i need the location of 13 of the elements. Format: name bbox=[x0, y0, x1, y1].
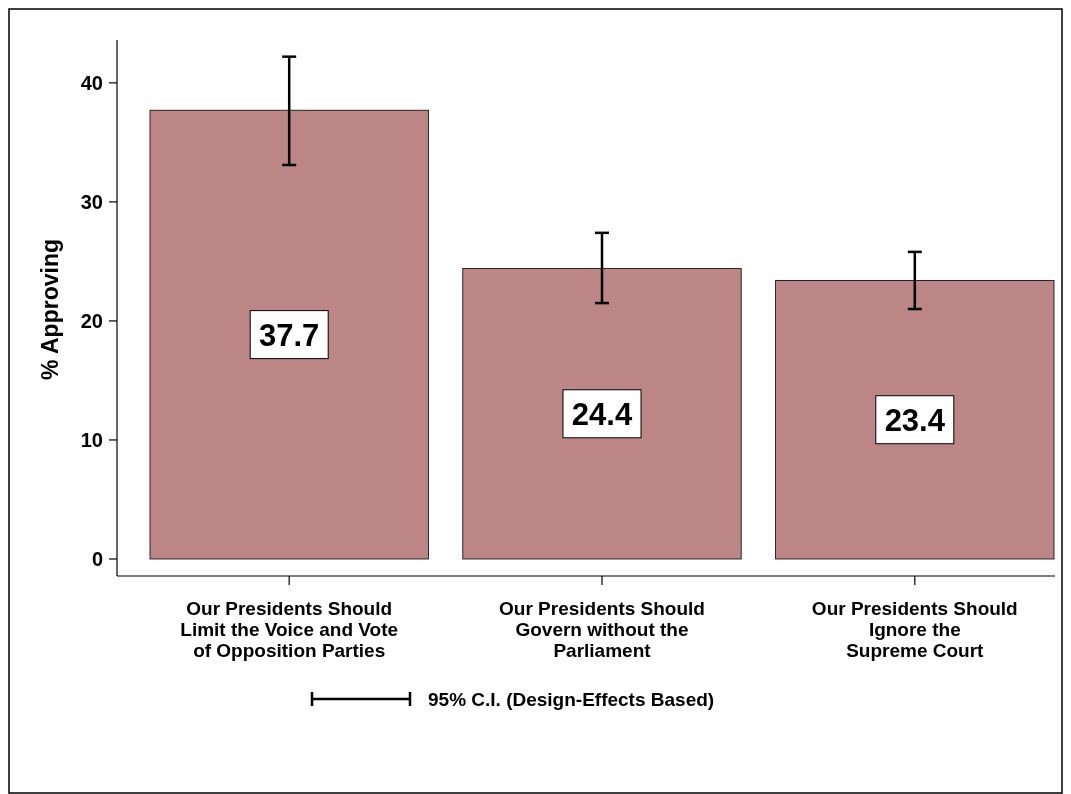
y-tick-label: 20 bbox=[80, 309, 103, 332]
text: 95% C.I. (Design-Effects Based) bbox=[428, 689, 715, 710]
data-label: 24.4 bbox=[571, 396, 633, 432]
y-tick-label: 0 bbox=[91, 548, 103, 570]
data-label: 23.4 bbox=[884, 402, 946, 438]
x-tick-label: Our Presidents Should Govern without the Parliament bbox=[499, 598, 705, 661]
y-axis-title: % Approving bbox=[37, 239, 63, 380]
data-label: 37.7 bbox=[259, 317, 320, 353]
y-tick-label: 10 bbox=[80, 428, 103, 451]
x-tick-label: Our Presidents Should Limit the Voice and Vote of Opposition Parties bbox=[180, 598, 399, 661]
y-tick-label: 30 bbox=[80, 190, 103, 213]
y-tick-label: 40 bbox=[80, 71, 103, 94]
x-tick-label: Our Presidents Should Ignore the Supreme Court bbox=[811, 598, 1018, 661]
